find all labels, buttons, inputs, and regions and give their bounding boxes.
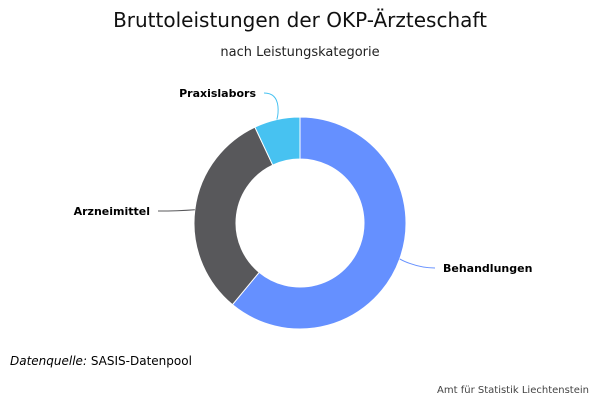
- slice-label-arzneimittel: Arzneimittel: [74, 205, 150, 218]
- connector-behandlungen: [399, 258, 436, 269]
- slice-behandlungen[interactable]: [231, 116, 407, 330]
- label-group: Behandlungen Arzneimittel Praxislabors: [74, 87, 533, 275]
- connector-arzneimittel: [157, 209, 195, 212]
- source-value: SASIS-Datenpool: [90, 354, 192, 368]
- slice-group: [193, 116, 407, 330]
- connector-group: [157, 92, 436, 269]
- slice-label-behandlungen: Behandlungen: [443, 262, 532, 275]
- chart-title: Bruttoleistungen der OKP-Ärzteschaft: [113, 8, 487, 32]
- chart-subtitle: nach Leistungskategorie: [220, 45, 380, 60]
- slice-arzneimittel[interactable]: [193, 126, 274, 306]
- source-label: Datenquelle:: [10, 354, 87, 368]
- slice-label-praxislabors: Praxislabors: [179, 87, 256, 100]
- connector-praxislabors: [263, 92, 279, 120]
- credits: Amt für Statistik Liechtenstein: [437, 385, 589, 396]
- source-note: Datenquelle: SASIS-Datenpool: [10, 354, 192, 368]
- slice-praxislabors[interactable]: [254, 116, 301, 166]
